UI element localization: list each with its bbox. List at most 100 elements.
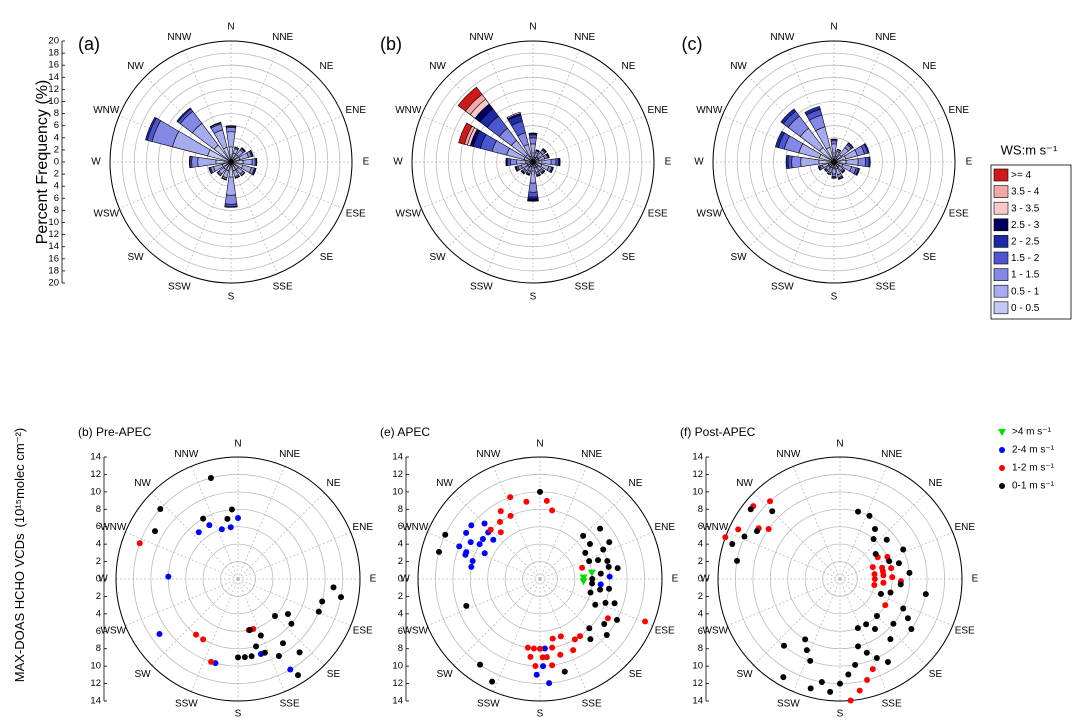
scatter-point — [880, 580, 886, 586]
rose-segment — [551, 159, 556, 165]
radial-tick-label: 12 — [392, 678, 403, 689]
scatter-point — [490, 537, 496, 543]
direction-label-nnw: NNW — [770, 32, 794, 43]
point-legend-label: 1-2 m s⁻¹ — [1012, 463, 1055, 474]
radial-tick-label: 4 — [698, 539, 703, 550]
top-y-tick-label: 10 — [48, 96, 59, 107]
direction-label-n: N — [536, 439, 543, 450]
scatter-point — [614, 617, 620, 623]
ws-legend-label: 1.5 - 2 — [1011, 253, 1040, 264]
grid-spoke — [722, 162, 834, 208]
scatter-point — [295, 672, 301, 678]
scatter-point — [468, 564, 474, 570]
radial-tick-label: 2 — [96, 556, 101, 567]
scatter-point — [587, 636, 593, 642]
scatter-point — [845, 671, 851, 677]
scatter-point — [508, 513, 514, 519]
scatter-point — [781, 643, 787, 649]
direction-label-e: E — [370, 574, 377, 585]
rose-panel-0: (a) — [78, 34, 257, 208]
scatter-point — [605, 615, 611, 621]
ws-legend-swatch — [994, 169, 1008, 181]
scatter-point — [888, 590, 894, 596]
scatter-point — [905, 615, 911, 621]
radial-tick-label: 6 — [398, 521, 403, 532]
scatter-point — [498, 508, 504, 514]
rose-segment — [869, 157, 871, 167]
rose-segment — [225, 206, 238, 207]
scatter-point — [872, 526, 878, 532]
scatter-point — [887, 636, 893, 642]
direction-label-sw: SW — [429, 252, 446, 263]
direction-label-nw: NW — [736, 478, 753, 489]
rose-segment — [243, 159, 252, 165]
rose-segment — [530, 171, 536, 183]
grid-spoke — [540, 466, 587, 579]
rose-segment — [226, 128, 236, 133]
point-legend-label: >4 m s⁻¹ — [1012, 427, 1052, 438]
rose-segment — [226, 177, 235, 195]
direction-label-nw: NW — [730, 61, 747, 72]
top-y-tick-label: 14 — [48, 241, 59, 252]
direction-label-ese: ESE — [648, 208, 668, 219]
scatter-point — [606, 586, 612, 592]
scatter-point — [468, 522, 474, 528]
direction-label-nnw: NNW — [469, 32, 493, 43]
scatter-point — [582, 550, 588, 556]
scatter-point — [470, 558, 476, 564]
radial-tick-label: 4 — [698, 608, 703, 619]
panel-label: (f) Post-APEC — [680, 425, 756, 439]
direction-label-ene: ENE — [954, 522, 975, 533]
top-y-tick-label: 20 — [48, 36, 59, 47]
grid-spoke — [840, 579, 953, 626]
ws-legend-swatch — [994, 202, 1008, 214]
scatter-point — [247, 627, 253, 633]
top-y-tick-label: 8 — [54, 205, 59, 216]
ws-legend-swatch — [994, 285, 1008, 297]
scatter-panel-1: 14 12 10 8 6 4 2 0 2 4 6 8 10 12 14 (e) APEC — [380, 425, 648, 706]
scatter-point — [482, 550, 488, 556]
direction-label-w: W — [694, 157, 704, 168]
direction-label-nne: NNE — [279, 449, 300, 460]
rose-segment — [832, 174, 836, 177]
scatter-point — [249, 653, 255, 659]
scatter-point — [276, 653, 282, 659]
direction-label-w: W — [91, 157, 101, 168]
direction-label-e: E — [672, 574, 679, 585]
grid-spoke — [533, 50, 579, 162]
scatter-point — [580, 533, 586, 539]
scatter-point — [900, 547, 906, 553]
direction-label-e: E — [972, 574, 979, 585]
rose-segment — [792, 156, 801, 168]
direction-label-n: N — [836, 439, 843, 450]
point-legend-label: 2-4 m s⁻¹ — [1012, 445, 1055, 456]
grid-spoke — [191, 466, 238, 579]
radial-tick-label: 6 — [96, 521, 101, 532]
grid-spoke — [152, 493, 238, 579]
radial-tick-label: 10 — [692, 661, 703, 672]
scatter-point — [734, 558, 740, 564]
scatter-point — [488, 527, 494, 533]
top-y-tick-label: 4 — [54, 132, 59, 143]
direction-label-nne: NNE — [881, 449, 902, 460]
direction-label-nnw: NNW — [174, 449, 198, 460]
scatter-point — [863, 621, 869, 627]
scatter-point — [906, 570, 912, 576]
scatter-point — [871, 536, 877, 542]
direction-label-ene: ENE — [948, 105, 969, 116]
scatter-point — [558, 633, 564, 639]
scatter-point — [592, 602, 598, 608]
direction-label-se: SE — [320, 252, 334, 263]
ws-legend-swatch — [994, 235, 1008, 247]
scatter-point — [537, 489, 543, 495]
radial-tick-label: 8 — [398, 643, 403, 654]
direction-label-wsw: WSW — [703, 625, 729, 636]
top-y-tick-label: 2 — [54, 169, 59, 180]
rose-segment — [506, 158, 507, 166]
scatter-point — [612, 600, 618, 606]
legend-marker — [999, 465, 1005, 471]
direction-label-s: S — [837, 709, 844, 720]
radial-tick-label: 4 — [398, 539, 403, 550]
scatter-point — [285, 611, 291, 617]
